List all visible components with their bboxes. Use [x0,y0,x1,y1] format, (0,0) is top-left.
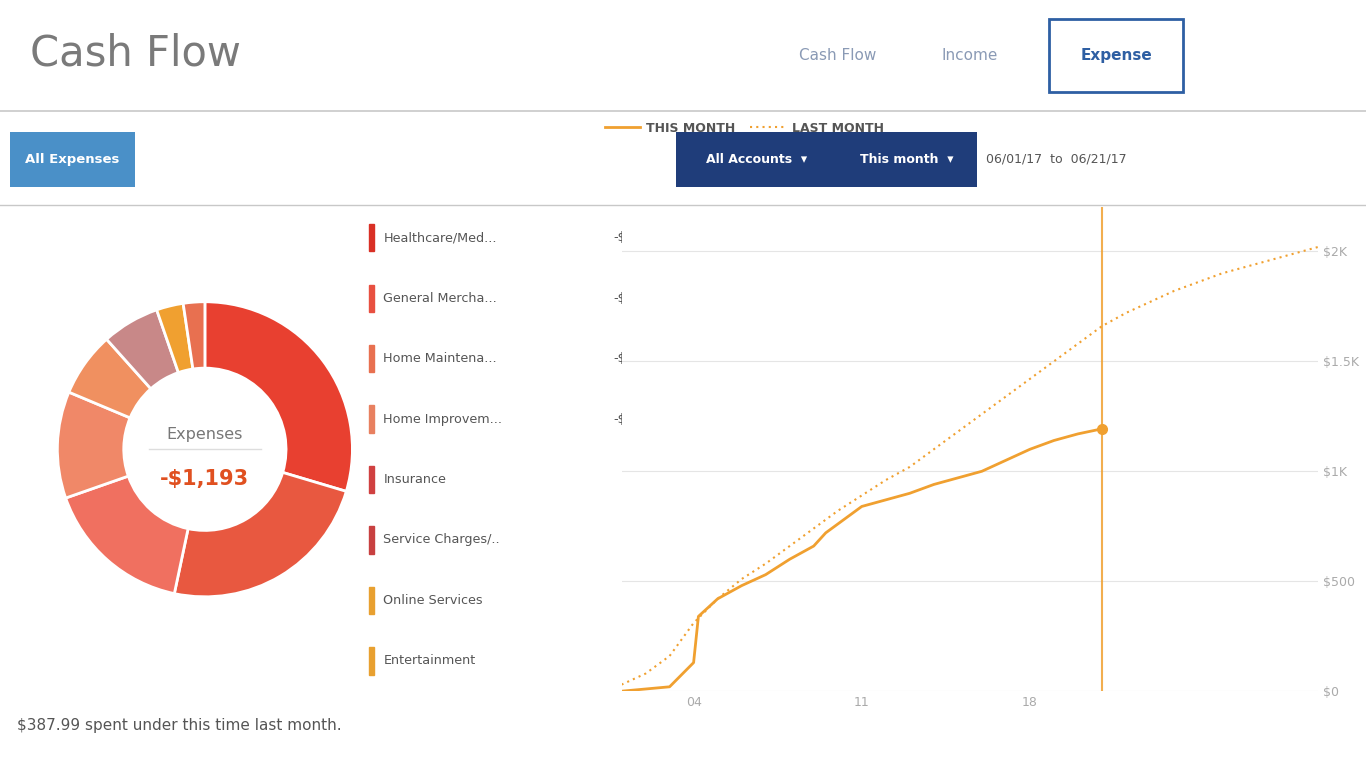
Bar [369,466,374,493]
Legend: THIS MONTH, LAST MONTH: THIS MONTH, LAST MONTH [600,117,889,140]
FancyBboxPatch shape [1049,19,1183,92]
Text: Online Services: Online Services [384,594,484,607]
Text: Home Improvem...: Home Improvem... [384,412,503,425]
Text: -$1,193: -$1,193 [160,468,250,488]
Text: Entertainment: Entertainment [384,654,475,667]
Text: Expenses: Expenses [167,427,243,442]
Wedge shape [66,476,189,594]
Text: -$352: -$352 [613,231,650,244]
Bar [369,284,374,312]
Text: $387.99 spent under this time last month.: $387.99 spent under this time last month… [16,718,342,733]
Text: -$75: -$75 [622,534,650,547]
FancyBboxPatch shape [837,132,977,187]
Text: All Expenses: All Expenses [25,153,120,166]
Text: General Mercha...: General Mercha... [384,292,497,305]
Wedge shape [205,302,352,492]
Bar [369,526,374,554]
Text: -$194: -$194 [613,352,650,365]
Text: Cash Flow: Cash Flow [30,32,240,74]
Text: Income: Income [941,48,999,63]
FancyBboxPatch shape [10,132,135,187]
Bar [369,647,374,674]
Text: -$282: -$282 [613,292,650,305]
Text: -$28: -$28 [622,654,650,667]
Bar [369,224,374,251]
Text: This month  ▾: This month ▾ [861,153,953,166]
Wedge shape [175,472,347,597]
Text: -$35: -$35 [622,594,650,607]
Text: Service Charges/..: Service Charges/.. [384,534,500,547]
Text: -$84: -$84 [622,473,650,486]
Wedge shape [107,310,179,389]
Text: -$139: -$139 [613,412,650,425]
Text: Insurance: Insurance [384,473,447,486]
Wedge shape [157,303,193,372]
Bar [369,587,374,614]
FancyBboxPatch shape [676,132,837,187]
Wedge shape [68,339,150,418]
Wedge shape [183,302,205,369]
Text: Cash Flow: Cash Flow [799,48,876,63]
Text: Healthcare/Med...: Healthcare/Med... [384,231,497,244]
Text: Home Maintena...: Home Maintena... [384,352,497,365]
Text: All Accounts  ▾: All Accounts ▾ [706,153,807,166]
Bar [369,345,374,372]
Text: Expense: Expense [1081,48,1152,63]
Bar [369,406,374,432]
Text: 06/01/17  to  06/21/17: 06/01/17 to 06/21/17 [986,153,1127,166]
Wedge shape [57,392,130,498]
